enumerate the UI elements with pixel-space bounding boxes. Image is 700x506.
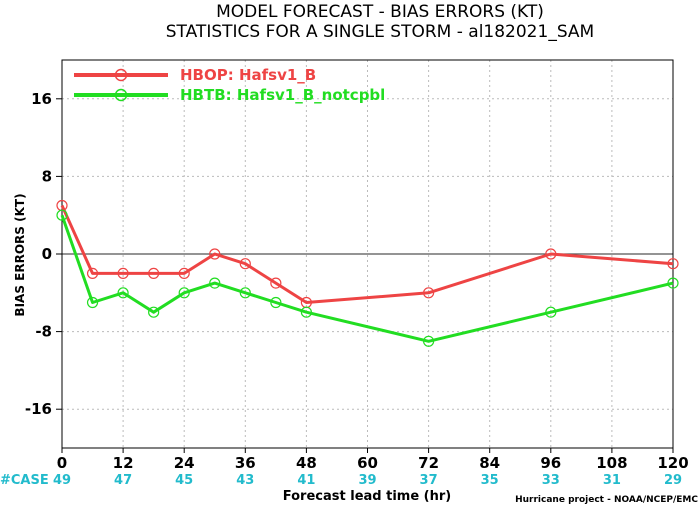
case-count: 49	[53, 473, 71, 488]
x-tick-label: 0	[57, 454, 67, 472]
data-point	[148, 267, 160, 279]
y-tick-label: 0	[42, 245, 52, 263]
x-tick-label: 72	[418, 454, 439, 472]
x-tick-label: 60	[357, 454, 378, 472]
case-count: 45	[175, 473, 193, 488]
legend-label: HBOP: Hafsv1_B	[180, 66, 316, 84]
x-axis-ticks: 0 12 24 36 48 60 72 84 96 108 120	[57, 448, 689, 472]
x-tick-label: 84	[479, 454, 500, 472]
data-point	[270, 277, 282, 289]
data-point	[270, 296, 282, 309]
data-point	[86, 267, 99, 279]
data-point	[667, 277, 679, 289]
data-point	[239, 258, 251, 270]
data-point	[56, 209, 68, 221]
case-count: 31	[603, 473, 621, 488]
case-count: 33	[542, 473, 560, 488]
chart-title: MODEL FORECAST - BIAS ERRORS (KT)	[216, 2, 544, 22]
data-point	[209, 277, 221, 289]
case-count: 47	[114, 473, 132, 488]
legend: HBOP: Hafsv1_B HBTB: Hafsv1_B_notcpbl	[74, 66, 385, 104]
x-tick-label: 108	[596, 454, 627, 472]
case-count: 29	[664, 473, 682, 488]
credit-text: Hurricane project - NOAA/NCEP/EMC	[515, 495, 698, 505]
data-point	[148, 306, 160, 318]
case-count: 41	[297, 473, 315, 488]
data-point	[667, 258, 679, 270]
y-tick-label: -8	[35, 323, 52, 341]
legend-marker	[114, 68, 128, 82]
legend-label: HBTB: Hafsv1_B_notcpbl	[180, 86, 385, 104]
y-tick-label: 8	[42, 167, 52, 185]
data-point	[209, 248, 221, 260]
legend-marker	[114, 88, 128, 102]
data-point	[86, 296, 99, 309]
case-count: 39	[358, 473, 376, 488]
data-point	[545, 248, 557, 260]
data-point	[117, 287, 129, 299]
y-axis-ticks: -16 -8 0 8 16	[25, 90, 62, 418]
data-point	[117, 267, 129, 279]
case-count: 35	[481, 473, 499, 488]
x-tick-label: 12	[113, 454, 134, 472]
y-tick-label: 16	[31, 90, 52, 108]
data-point	[423, 287, 435, 299]
grid-lines	[62, 60, 673, 448]
x-axis-label: Forecast lead time (hr)	[283, 489, 451, 504]
x-tick-label: 36	[235, 454, 256, 472]
x-tick-label: 120	[657, 454, 688, 472]
data-point	[178, 287, 190, 299]
case-count: 43	[236, 473, 254, 488]
data-point	[300, 306, 312, 318]
x-tick-label: 96	[540, 454, 561, 472]
x-tick-label: 48	[296, 454, 317, 472]
data-point	[239, 287, 251, 299]
data-point	[423, 335, 435, 347]
data-point	[545, 306, 557, 318]
y-tick-label: -16	[25, 400, 52, 418]
case-label: #CASE	[0, 473, 49, 488]
x-tick-label: 24	[174, 454, 195, 472]
y-axis-label: BIAS ERRORS (KT)	[13, 193, 27, 316]
data-series	[56, 199, 679, 347]
data-point	[178, 267, 190, 279]
case-counts-row: #CASE 49 47 45 43 41 39 37 35 33 31 29	[0, 473, 682, 488]
chart-subtitle: STATISTICS FOR A SINGLE STORM - al182021…	[166, 22, 594, 42]
case-count: 37	[420, 473, 438, 488]
